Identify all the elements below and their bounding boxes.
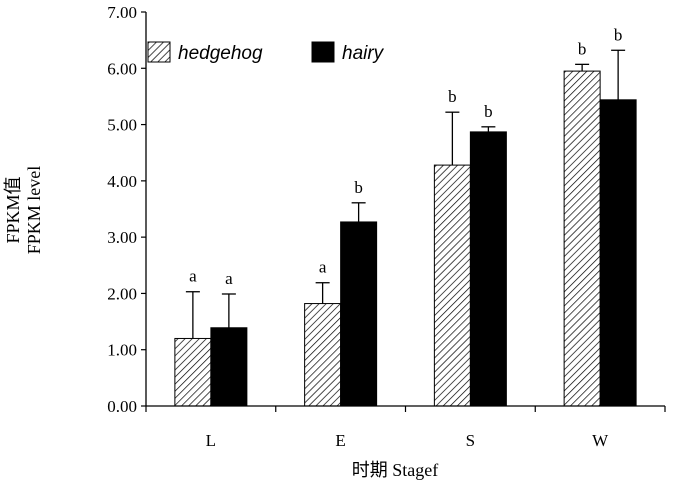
y-axis-title-line2: FPKM level xyxy=(24,166,44,255)
significance-label: b xyxy=(614,25,623,44)
bar-hairy xyxy=(599,99,637,407)
significance-label: a xyxy=(319,258,327,277)
x-tick-label: L xyxy=(206,431,216,450)
significance-label: b xyxy=(578,39,587,58)
legend-label-hairy: hairy xyxy=(342,43,385,64)
y-tick-label: 1.00 xyxy=(107,341,137,360)
x-tick-label: W xyxy=(592,431,609,450)
y-tick-label: 2.00 xyxy=(107,284,137,303)
significance-label: a xyxy=(225,269,233,288)
significance-label: a xyxy=(189,267,197,286)
y-tick-label: 7.00 xyxy=(107,3,137,22)
significance-label: b xyxy=(448,87,457,106)
bar-hedgehog xyxy=(563,70,601,407)
x-tick-label: S xyxy=(466,431,475,450)
y-tick-label: 6.00 xyxy=(107,59,137,78)
legend-label-hedgehog: hedgehog xyxy=(178,43,263,64)
significance-label: b xyxy=(354,178,363,197)
bar-hedgehog xyxy=(433,164,471,407)
y-tick-label: 4.00 xyxy=(107,172,137,191)
bar-hairy xyxy=(210,327,248,407)
legend-swatch-hairy xyxy=(311,41,335,63)
significance-label: b xyxy=(484,102,493,121)
bar-hedgehog xyxy=(174,337,212,407)
y-axis-title-line1: FPKM值 xyxy=(3,176,23,243)
bar-hairy xyxy=(469,131,507,407)
bar-hairy xyxy=(340,221,378,407)
bar-hedgehog xyxy=(304,303,342,407)
y-tick-label: 3.00 xyxy=(107,228,137,247)
x-axis-title: 时期 Stagef xyxy=(352,460,438,480)
y-tick-label: 0.00 xyxy=(107,397,137,416)
legend-swatch-hedgehog xyxy=(147,41,171,63)
x-tick-label: E xyxy=(335,431,345,450)
y-tick-label: 5.00 xyxy=(107,116,137,135)
